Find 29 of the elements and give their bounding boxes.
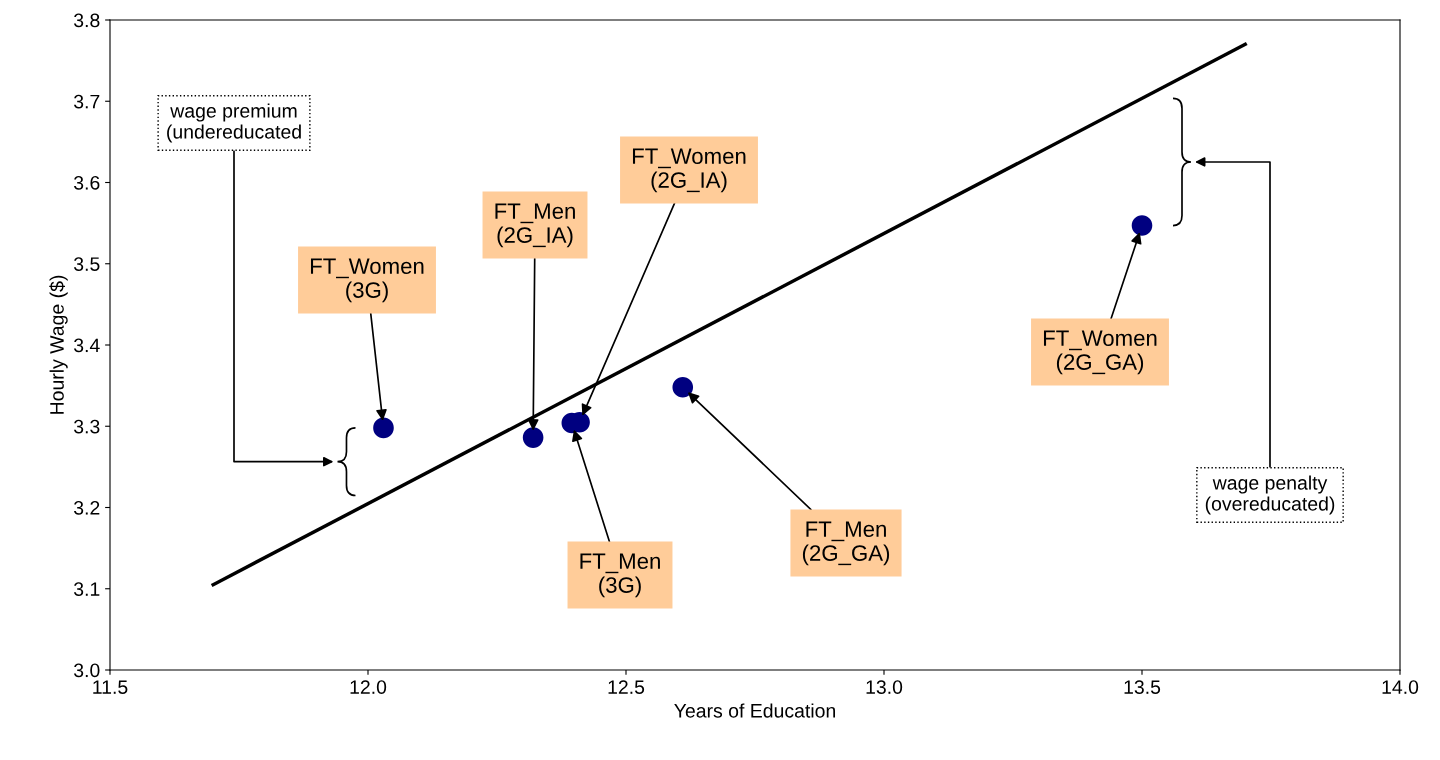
annotation: FT_Men (2G_GA) xyxy=(802,521,890,566)
point xyxy=(522,427,544,448)
x-axis-title: Years of Education xyxy=(674,703,836,718)
y-tick-label: 3.2 xyxy=(73,500,100,515)
x-tick-label: 14.0 xyxy=(1382,680,1419,694)
y-tick-label: 3.8 xyxy=(73,13,100,28)
annotation: FT_Women (2G_GA) xyxy=(1043,330,1157,375)
x-tick-label: 13.0 xyxy=(866,680,903,694)
annotation: FT_Women (2G_IA) xyxy=(632,148,746,193)
x-tick-label: 12.5 xyxy=(608,680,645,694)
annotation: FT_Men (3G) xyxy=(580,553,660,598)
y-tick-label: 3.1 xyxy=(73,582,100,596)
y-tick-label: 3.4 xyxy=(73,338,100,353)
point xyxy=(672,376,694,398)
y-tick-label: 3.3 xyxy=(73,419,100,434)
y-tick-label: 3.7 xyxy=(73,94,100,109)
y-axis-title: Hourly Wage ($) xyxy=(49,275,68,414)
annotation: FT_Men (2G_IA) xyxy=(495,203,575,248)
annotation: FT_Women (3G) xyxy=(310,258,424,303)
x-tick-label: 13.5 xyxy=(1124,680,1161,694)
point xyxy=(373,417,394,439)
annotation: wage premium (undereducated xyxy=(167,103,301,143)
y-tick-label: 3.6 xyxy=(73,175,100,190)
y-tick-label: 3.5 xyxy=(73,257,100,271)
annotation: wage penalty (overeducated) xyxy=(1205,475,1335,515)
y-tick-label: 3.0 xyxy=(73,663,100,678)
x-tick-label: 11.5 xyxy=(93,680,128,694)
point xyxy=(1131,215,1153,236)
x-tick-label: 12.0 xyxy=(350,680,387,694)
